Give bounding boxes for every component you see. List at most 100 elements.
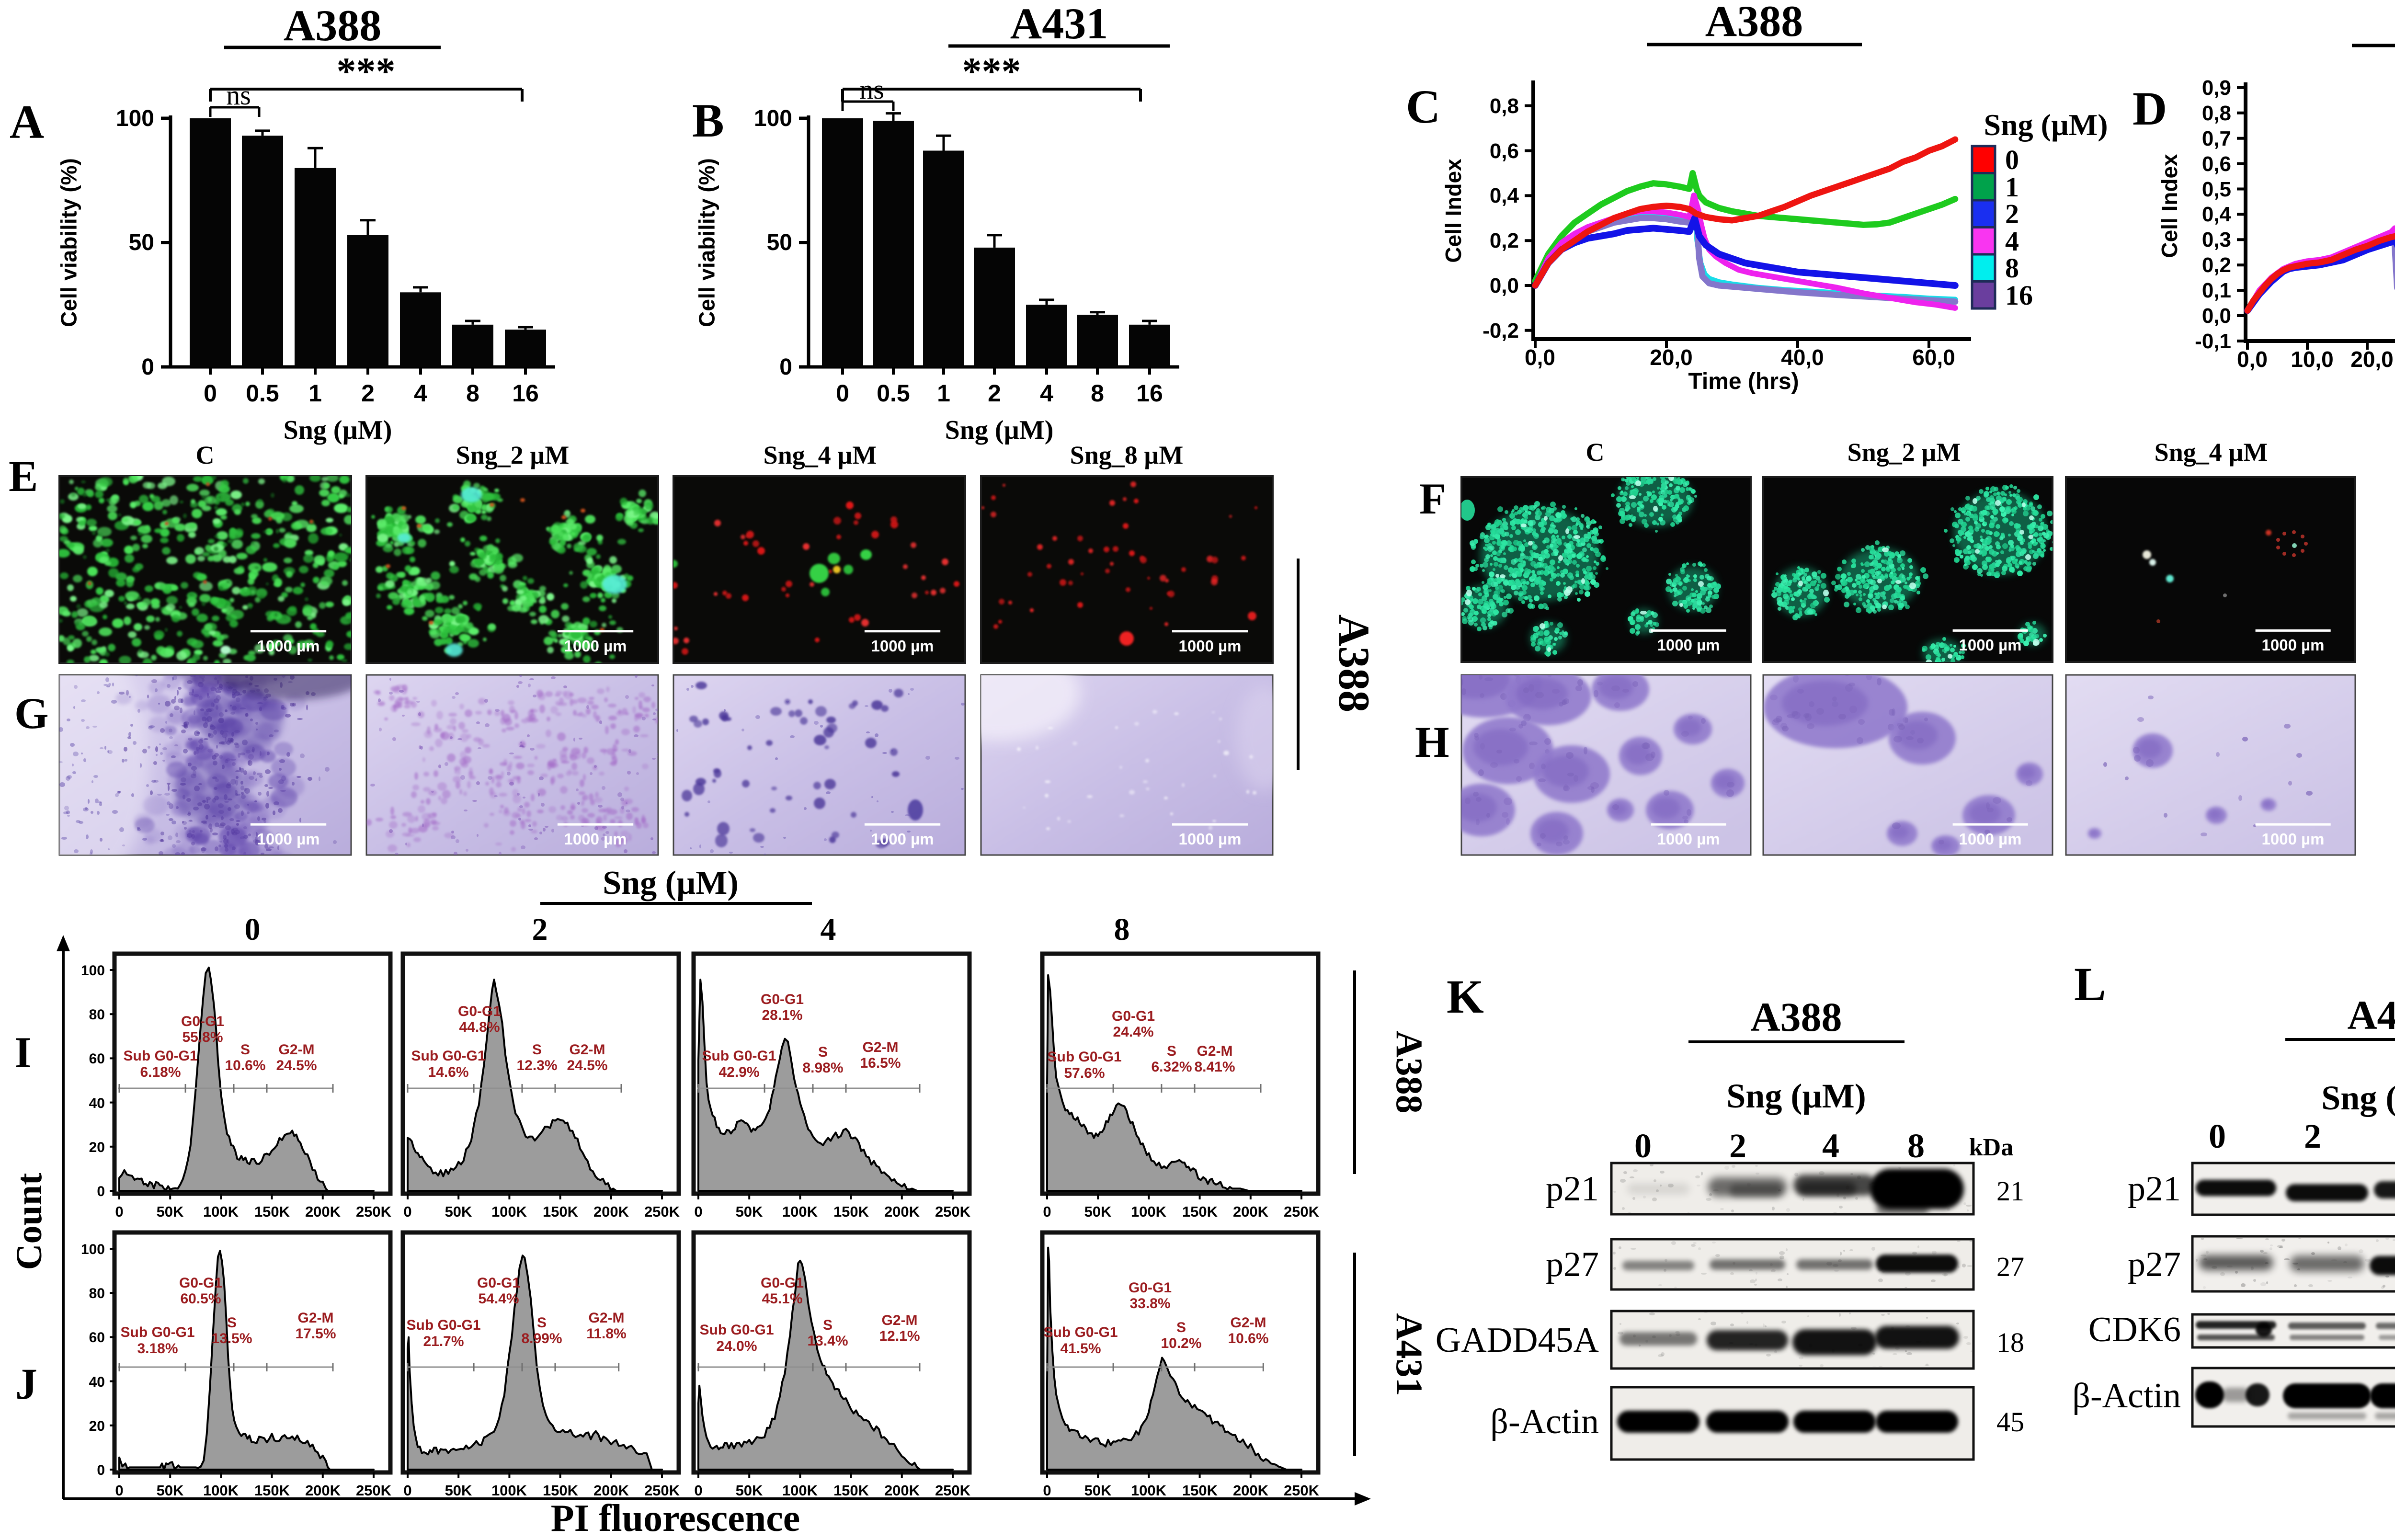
svg-text:Sng_4 µM: Sng_4 µM — [764, 441, 877, 469]
svg-text:50: 50 — [767, 230, 792, 255]
svg-text:G0-G1: G0-G1 — [761, 992, 804, 1007]
svg-text:16.5%: 16.5% — [860, 1055, 901, 1071]
svg-text:C: C — [196, 441, 215, 469]
svg-text:40,0: 40,0 — [1781, 345, 1824, 370]
svg-text:16: 16 — [2005, 280, 2033, 311]
svg-text:1000 µm: 1000 µm — [871, 637, 934, 655]
svg-text:0: 0 — [836, 380, 849, 407]
svg-text:250K: 250K — [356, 1203, 392, 1220]
svg-text:10.6%: 10.6% — [1228, 1331, 1268, 1346]
svg-text:Sub G0-G1: Sub G0-G1 — [702, 1048, 776, 1064]
svg-text:60.5%: 60.5% — [180, 1291, 221, 1307]
svg-text:28.1%: 28.1% — [762, 1007, 802, 1023]
svg-text:0,8: 0,8 — [2202, 102, 2231, 125]
svg-text:10,0: 10,0 — [2291, 347, 2334, 372]
svg-text:0.5: 0.5 — [877, 380, 910, 407]
svg-text:0: 0 — [204, 380, 217, 407]
svg-text:-0,1: -0,1 — [2195, 330, 2231, 353]
svg-text:H: H — [1415, 718, 1449, 766]
svg-text:4: 4 — [1040, 380, 1053, 407]
svg-text:1000 µm: 1000 µm — [257, 830, 320, 848]
svg-text:Sng (µM): Sng (µM) — [284, 415, 392, 445]
svg-text:8: 8 — [1091, 380, 1104, 407]
svg-text:G2-M: G2-M — [589, 1310, 625, 1326]
svg-text:A388: A388 — [1705, 0, 1803, 46]
svg-text:24.5%: 24.5% — [567, 1058, 607, 1073]
svg-text:G0-G1: G0-G1 — [458, 1004, 501, 1019]
svg-text:20,0: 20,0 — [1650, 345, 1693, 370]
svg-text:S: S — [537, 1315, 547, 1331]
svg-text:G0-G1: G0-G1 — [761, 1275, 804, 1291]
svg-text:Sng (µM): Sng (µM) — [1984, 108, 2108, 142]
svg-text:0: 0 — [115, 1203, 123, 1220]
svg-text:0,4: 0,4 — [2202, 203, 2232, 226]
svg-text:33.8%: 33.8% — [1129, 1296, 1170, 1312]
svg-text:G0-G1: G0-G1 — [1129, 1280, 1172, 1296]
svg-text:ns: ns — [226, 80, 251, 111]
svg-text:0,6: 0,6 — [2202, 152, 2231, 176]
svg-text:1000 µm: 1000 µm — [257, 637, 320, 655]
svg-text:0.5: 0.5 — [246, 380, 279, 407]
svg-text:G2-M: G2-M — [882, 1312, 918, 1328]
svg-text:16: 16 — [1136, 380, 1163, 407]
svg-text:G2-M: G2-M — [1197, 1043, 1233, 1059]
svg-text:A: A — [10, 95, 44, 148]
svg-text:E: E — [9, 452, 38, 501]
svg-text:Sng_4 µM: Sng_4 µM — [2155, 438, 2268, 467]
svg-text:0,0: 0,0 — [1490, 274, 1519, 297]
svg-text:Sng_2 µM: Sng_2 µM — [1848, 438, 1961, 467]
svg-text:40: 40 — [89, 1095, 105, 1111]
svg-text:10.2%: 10.2% — [1161, 1335, 1201, 1351]
svg-text:4: 4 — [2005, 226, 2019, 257]
svg-text:60: 60 — [89, 1051, 105, 1067]
svg-text:13.5%: 13.5% — [211, 1331, 252, 1346]
svg-text:14.6%: 14.6% — [428, 1064, 468, 1080]
svg-text:6.32%: 6.32% — [1151, 1059, 1192, 1075]
svg-text:C: C — [1406, 80, 1440, 133]
svg-text:F: F — [1419, 474, 1446, 523]
svg-text:-0,2: -0,2 — [1483, 319, 1519, 342]
svg-text:S: S — [1167, 1043, 1176, 1059]
svg-text:0,2: 0,2 — [2202, 253, 2231, 277]
svg-text:8.98%: 8.98% — [802, 1060, 843, 1076]
svg-text:17.5%: 17.5% — [295, 1326, 336, 1342]
svg-text:55.8%: 55.8% — [182, 1029, 223, 1045]
svg-text:54.4%: 54.4% — [478, 1291, 519, 1307]
svg-text:8.99%: 8.99% — [521, 1331, 562, 1346]
svg-text:1000 µm: 1000 µm — [1179, 830, 1242, 848]
svg-text:0,1: 0,1 — [2202, 279, 2231, 302]
svg-text:0,2: 0,2 — [1490, 229, 1519, 252]
svg-text:24.0%: 24.0% — [716, 1338, 757, 1354]
svg-text:0,0: 0,0 — [2202, 304, 2231, 328]
svg-text:***: *** — [962, 49, 1021, 93]
svg-text:Sub G0-G1: Sub G0-G1 — [1043, 1324, 1118, 1340]
svg-text:12.1%: 12.1% — [879, 1328, 920, 1344]
svg-text:S: S — [818, 1044, 828, 1060]
svg-text:Sub G0-G1: Sub G0-G1 — [411, 1048, 485, 1064]
svg-text:1: 1 — [308, 380, 322, 407]
svg-text:Cell Index: Cell Index — [1441, 159, 1466, 263]
svg-text:20: 20 — [89, 1140, 105, 1155]
svg-text:G0-G1: G0-G1 — [1112, 1008, 1155, 1024]
svg-text:1000 µm: 1000 µm — [1959, 636, 2022, 654]
svg-text:50K: 50K — [157, 1203, 184, 1220]
svg-text:1: 1 — [937, 380, 950, 407]
svg-text:Cell viability (%): Cell viability (%) — [57, 158, 81, 327]
svg-text:G0-G1: G0-G1 — [181, 1014, 224, 1029]
svg-text:Sub G0-G1: Sub G0-G1 — [406, 1317, 480, 1333]
svg-text:G2-M: G2-M — [279, 1042, 315, 1058]
svg-text:13.4%: 13.4% — [807, 1333, 848, 1349]
svg-text:8: 8 — [2005, 252, 2019, 284]
svg-text:G0-G1: G0-G1 — [179, 1275, 222, 1291]
svg-text:8: 8 — [466, 380, 479, 407]
svg-text:100: 100 — [754, 106, 792, 131]
svg-text:A431: A431 — [1010, 0, 1108, 48]
svg-text:0,7: 0,7 — [2202, 127, 2231, 150]
svg-text:2: 2 — [988, 380, 1001, 407]
svg-text:60,0: 60,0 — [1912, 345, 1955, 370]
svg-text:0: 0 — [141, 354, 154, 380]
svg-text:Sub G0-G1: Sub G0-G1 — [1047, 1049, 1121, 1065]
svg-text:1000 µm: 1000 µm — [871, 830, 934, 848]
svg-text:0: 0 — [779, 354, 792, 380]
svg-text:S: S — [532, 1042, 542, 1058]
